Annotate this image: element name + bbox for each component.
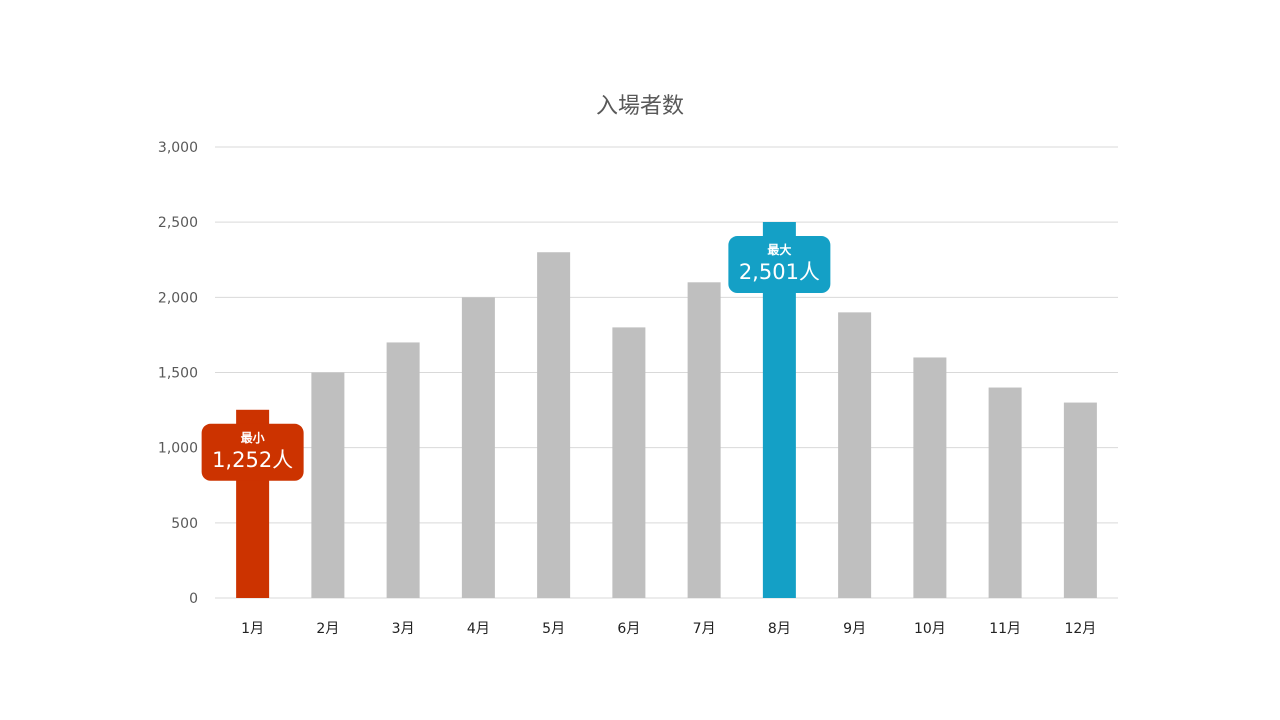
max-callout-value: 2,501人 xyxy=(739,260,820,284)
y-tick-label: 3,000 xyxy=(158,140,198,156)
y-tick-label: 2,000 xyxy=(158,290,198,306)
bar xyxy=(1063,402,1097,598)
y-tick-label: 2,500 xyxy=(158,215,198,231)
max-callout-box xyxy=(728,236,831,294)
x-axis: 1月 2月 3月 4月 5月 6月 7月 8月 9月 10月 11月 12月 xyxy=(241,621,1096,637)
x-tick-label: 1月 xyxy=(241,621,264,637)
max-callout-label: 最大 xyxy=(767,242,791,257)
min-callout-value: 1,252人 xyxy=(212,448,293,472)
bar xyxy=(386,342,420,598)
min-callout-box xyxy=(201,423,304,481)
min-callout-label: 最小 xyxy=(241,430,265,445)
y-tick-label: 1,000 xyxy=(158,441,198,457)
y-tick-label: 1,500 xyxy=(158,366,198,382)
bar xyxy=(461,297,495,598)
callouts: 最小 1,252人 最大 2,501人 xyxy=(201,236,831,481)
bar xyxy=(838,312,872,598)
bar xyxy=(913,357,947,598)
x-tick-label: 6月 xyxy=(617,621,640,637)
x-tick-label: 9月 xyxy=(843,621,866,637)
y-tick-label: 0 xyxy=(189,591,198,607)
x-tick-label: 11月 xyxy=(989,621,1021,637)
bar xyxy=(612,327,646,598)
max-callout: 最大 2,501人 xyxy=(728,236,831,294)
x-tick-label: 12月 xyxy=(1064,621,1096,637)
bar xyxy=(311,372,345,598)
y-axis: 0 500 1,000 1,500 2,000 2,500 3,000 xyxy=(158,140,198,607)
min-callout: 最小 1,252人 xyxy=(201,423,304,481)
bar xyxy=(537,252,571,598)
x-tick-label: 5月 xyxy=(542,621,565,637)
bar xyxy=(687,282,721,598)
bar xyxy=(988,387,1022,598)
bars xyxy=(236,222,1097,598)
x-tick-label: 10月 xyxy=(914,621,946,637)
chart-title: 入場者数 xyxy=(596,94,684,119)
x-tick-label: 4月 xyxy=(467,621,490,637)
y-tick-label: 500 xyxy=(171,516,198,532)
x-tick-label: 2月 xyxy=(316,621,339,637)
x-tick-label: 3月 xyxy=(392,621,415,637)
x-tick-label: 7月 xyxy=(693,621,716,637)
gridlines xyxy=(215,146,1118,599)
x-tick-label: 8月 xyxy=(768,621,791,637)
